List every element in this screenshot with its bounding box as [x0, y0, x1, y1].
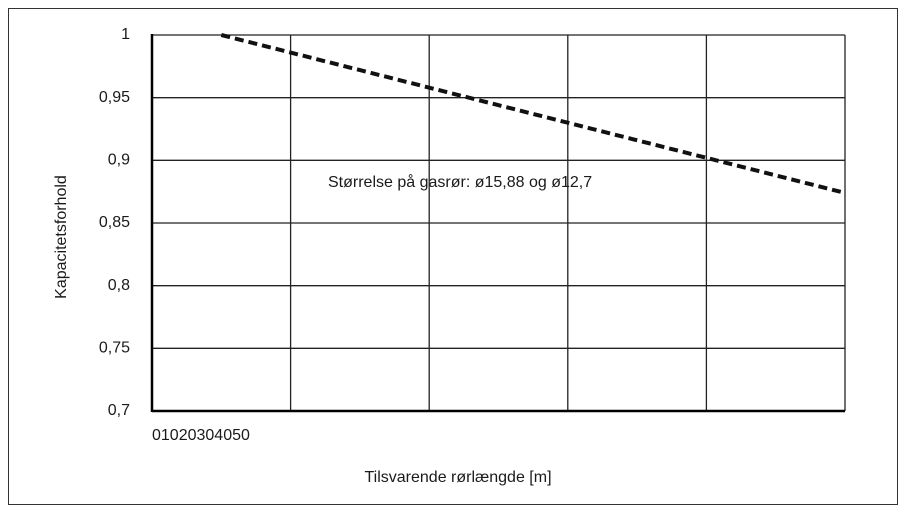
x-tick-label: 40: [214, 427, 232, 444]
y-tick-label: 0,75: [99, 340, 130, 357]
x-tick-label: 0: [152, 427, 161, 444]
annotation: Størrelse på gasrør: ø15,88 og ø12,7: [328, 173, 592, 191]
y-tick-label: 1: [121, 26, 130, 43]
x-tick-label: 10: [161, 427, 179, 444]
y-axis-label: Kapacitetsforhold: [53, 175, 70, 299]
y-tick-label: 0,95: [99, 89, 130, 106]
y-tick-label: 0,85: [99, 214, 130, 231]
data-line: [220, 33, 846, 195]
chart-frame: [8, 8, 898, 505]
y-tick-label: 0,9: [108, 152, 130, 169]
x-tick-labels: 01020304050: [152, 427, 250, 444]
x-tick-label: 50: [232, 427, 250, 444]
x-tick-label: 30: [197, 427, 215, 444]
y-tick-label: 0,7: [108, 402, 130, 419]
y-tick-label: 0,8: [108, 277, 130, 294]
x-axis-label: Tilsvarende rørlængde [m]: [364, 469, 551, 486]
x-tick-label: 20: [179, 427, 197, 444]
